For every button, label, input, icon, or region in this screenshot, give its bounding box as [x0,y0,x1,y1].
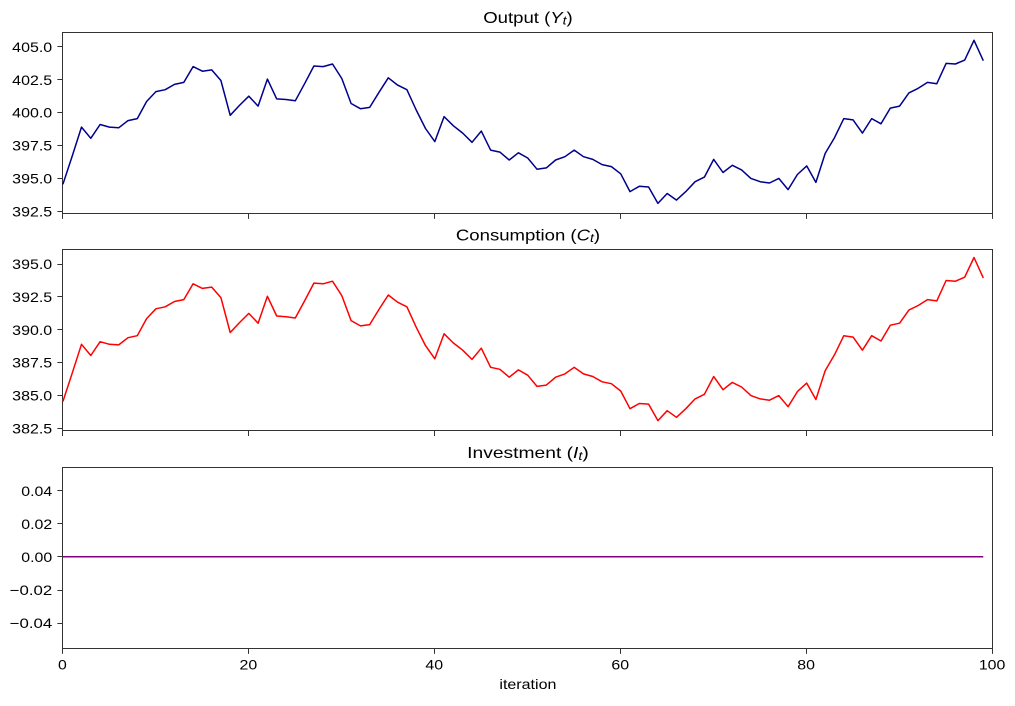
svg-text:−0.04: −0.04 [10,615,53,631]
svg-text:395.0: 395.0 [12,170,52,186]
svg-text:Investment (It): Investment (It) [467,445,589,463]
svg-text:405.0: 405.0 [12,39,52,55]
svg-text:397.5: 397.5 [12,138,52,154]
svg-text:0.02: 0.02 [21,516,52,532]
svg-text:402.5: 402.5 [12,72,52,88]
svg-text:392.5: 392.5 [12,203,52,219]
svg-text:−0.02: −0.02 [10,582,53,598]
svg-text:40: 40 [425,657,443,673]
svg-text:Output (Yt): Output (Yt) [483,10,573,28]
svg-text:390.0: 390.0 [12,322,52,338]
svg-text:382.5: 382.5 [12,420,52,436]
svg-text:0.04: 0.04 [21,483,52,499]
svg-text:395.0: 395.0 [12,256,52,272]
svg-text:Consumption (Ct): Consumption (Ct) [456,227,600,245]
svg-text:387.5: 387.5 [12,355,52,371]
svg-text:385.0: 385.0 [12,388,52,404]
svg-text:392.5: 392.5 [12,289,52,305]
svg-text:400.0: 400.0 [12,105,52,121]
svg-text:0.00: 0.00 [21,549,52,565]
svg-text:20: 20 [239,657,257,673]
svg-text:80: 80 [797,657,815,673]
svg-text:0: 0 [58,657,67,673]
svg-text:iteration: iteration [499,676,556,692]
svg-text:60: 60 [611,657,629,673]
svg-text:100: 100 [979,657,1006,673]
